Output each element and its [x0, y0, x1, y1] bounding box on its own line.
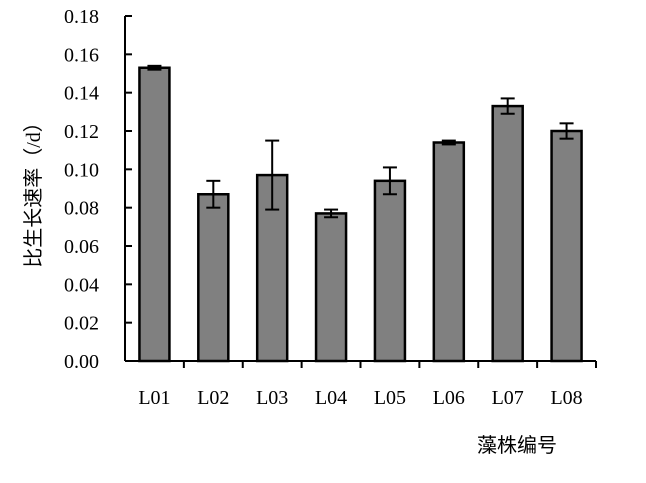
x-category-label-l02: L02 [197, 387, 229, 409]
y-tick-label: 0.16 [64, 44, 99, 66]
y-tick-label: 0.12 [64, 121, 99, 143]
y-tick-label: 0.00 [64, 351, 99, 373]
x-category-label-l04: L04 [315, 387, 347, 409]
y-tick-label: 0.18 [64, 6, 99, 28]
x-category-label-l01: L01 [138, 387, 170, 409]
axes-layer [124, 16, 596, 362]
bar-l08 [550, 129, 583, 363]
bar-l01 [138, 66, 171, 363]
error-bar-l06 [441, 139, 456, 146]
x-category-label-l08: L08 [550, 387, 582, 409]
error-bar-l07 [500, 97, 515, 115]
error-bar-l01 [147, 64, 162, 71]
bar-l05 [373, 179, 407, 363]
y-tick-label: 0.10 [64, 159, 99, 181]
error-bar-l03 [265, 139, 280, 211]
y-tick-label: 0.08 [64, 198, 99, 220]
error-bar-l08 [559, 122, 574, 140]
error-bars-layer [147, 64, 574, 219]
x-ticks-layer: L01 L02 L03 L04 L05 L06 L07 L08 [138, 361, 597, 409]
bar-l04 [314, 212, 348, 363]
y-ticks-layer: 0.00 0.02 0.04 0.06 0.08 0.10 0.12 0.14 0.16 0.18 [64, 6, 132, 373]
y-tick-label: 0.06 [64, 236, 99, 258]
error-bar-l02 [206, 179, 221, 209]
x-category-label-l06: L06 [433, 387, 465, 409]
bars-layer [138, 66, 583, 363]
error-bar-l04 [324, 208, 339, 219]
y-tick-label: 0.04 [64, 274, 99, 296]
x-category-label-l03: L03 [256, 387, 288, 409]
x-category-label-l07: L07 [492, 387, 524, 409]
y-tick-label: 0.02 [64, 313, 99, 335]
bar-l07 [491, 104, 524, 363]
x-axis-title: 藻株编号 [477, 434, 557, 457]
y-axis-title: 比生长速率（/d） [22, 112, 45, 268]
bar-l06 [432, 141, 466, 363]
y-tick-label: 0.14 [64, 83, 99, 105]
bar-l02 [197, 193, 230, 363]
x-category-label-l05: L05 [374, 387, 406, 409]
error-bar-l05 [382, 166, 397, 196]
